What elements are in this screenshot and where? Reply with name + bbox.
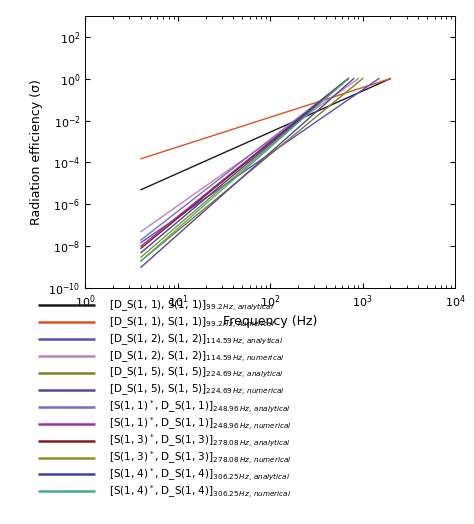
- Text: [S(1, 3)$^*$, D_S(1, 3)]$_{278.08\,Hz,\,numerical}$: [S(1, 3)$^*$, D_S(1, 3)]$_{278.08\,Hz,\,…: [109, 449, 292, 466]
- Text: [D_S(1, 2), S(1, 2)]$_{114.59\,Hz,\,numerical}$: [D_S(1, 2), S(1, 2)]$_{114.59\,Hz,\,nume…: [109, 349, 284, 364]
- Text: [D_S(1, 5), S(1, 5)]$_{224.69\,Hz,\,numerical}$: [D_S(1, 5), S(1, 5)]$_{224.69\,Hz,\,nume…: [109, 383, 285, 397]
- Y-axis label: Radiation efficiency (σ): Radiation efficiency (σ): [30, 79, 43, 225]
- Text: [D_S(1, 1), S(1, 1)]$_{99.2\,Hz,\,numerical}$: [D_S(1, 1), S(1, 1)]$_{99.2\,Hz,\,numeri…: [109, 315, 275, 330]
- X-axis label: Frequency (Hz): Frequency (Hz): [223, 315, 318, 328]
- Text: [D_S(1, 2), S(1, 2)]$_{114.59\,Hz,\,analytical}$: [D_S(1, 2), S(1, 2)]$_{114.59\,Hz,\,anal…: [109, 332, 283, 346]
- Text: [S(1, 1)$^*$, D_S(1, 1)]$_{248.96\,Hz,\,analytical}$: [S(1, 1)$^*$, D_S(1, 1)]$_{248.96\,Hz,\,…: [109, 399, 291, 415]
- Text: [D_S(1, 5), S(1, 5)]$_{224.69\,Hz,\,analytical}$: [D_S(1, 5), S(1, 5)]$_{224.69\,Hz,\,anal…: [109, 366, 284, 380]
- Text: [D_S(1, 1), S(1, 1)]$_{99.2\,Hz,\,analytical}$: [D_S(1, 1), S(1, 1)]$_{99.2\,Hz,\,analyt…: [109, 298, 274, 313]
- Text: [S(1, 1)$^*$, D_S(1, 1)]$_{248.96\,Hz,\,numerical}$: [S(1, 1)$^*$, D_S(1, 1)]$_{248.96\,Hz,\,…: [109, 416, 292, 432]
- Text: [S(1, 4)$^*$, D_S(1, 4)]$_{306.25\,Hz,\,analytical}$: [S(1, 4)$^*$, D_S(1, 4)]$_{306.25\,Hz,\,…: [109, 466, 290, 483]
- Text: [S(1, 4)$^*$, D_S(1, 4)]$_{306.25\,Hz,\,numerical}$: [S(1, 4)$^*$, D_S(1, 4)]$_{306.25\,Hz,\,…: [109, 483, 292, 500]
- Text: [S(1, 3)$^*$, D_S(1, 3)]$_{278.08\,Hz,\,analytical}$: [S(1, 3)$^*$, D_S(1, 3)]$_{278.08\,Hz,\,…: [109, 432, 291, 449]
